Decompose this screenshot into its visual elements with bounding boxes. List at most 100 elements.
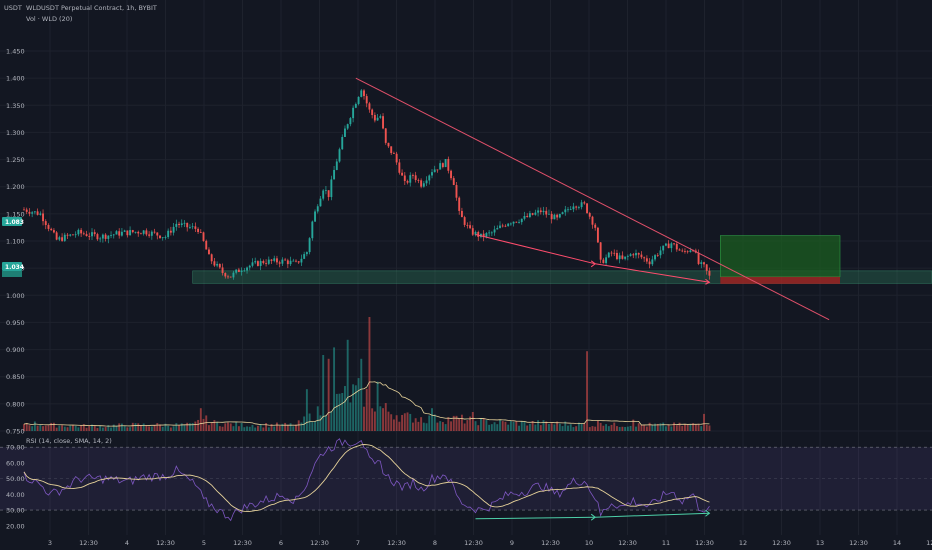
volume-bar [28,425,31,431]
volume-bar [344,386,346,431]
candle-body [183,222,186,224]
volume-bar [477,425,480,431]
time-tick-label: 9 [510,539,514,547]
volume-bar [363,406,365,431]
time-tick-label: 12:30 [695,539,714,547]
candle-body [357,96,360,104]
candle-body [333,169,336,180]
volume-bar [629,425,632,431]
volume-bar [542,420,545,431]
volume-bar [61,425,64,431]
volume-bar [31,426,34,431]
volume-bar [708,425,711,431]
volume-bar [700,426,703,431]
candle-body [150,231,153,236]
candle-body [205,240,208,250]
candle-body [129,230,132,236]
candle-body [262,260,265,264]
volume-bar [480,418,482,431]
volume-bar [246,426,248,431]
volume-bar [583,423,586,431]
candle-body [286,260,289,265]
candle-body [229,276,232,278]
volume-bar [673,422,676,431]
volume-bar [640,424,643,431]
candle-body [297,261,300,263]
volume-bar [379,406,382,431]
volume-bar [425,423,428,431]
volume-bar [153,425,156,431]
volume-bar [267,427,270,431]
volume-bar [441,422,444,431]
annotation-lines [355,77,830,321]
volume-bar [120,423,123,431]
volume-bar [349,402,352,431]
candle-body [591,216,594,225]
volume-bar [684,423,686,431]
candle-body [292,260,295,262]
volume-bar [199,408,202,431]
volume-bar [371,408,374,431]
candle-body [395,153,398,163]
candle-body [314,211,316,222]
volume-bar [335,393,338,431]
candle-body [175,223,178,227]
candle-body [526,215,529,218]
volume-bar [256,425,259,431]
candle-body [575,206,578,208]
candle-body [25,209,28,212]
volume-bar [308,413,311,431]
volume-bar [575,426,578,431]
rsi-ma-line [23,444,710,512]
candle-body [594,224,597,228]
volume-bar [262,427,265,431]
candle-body [140,233,142,235]
candle-body [346,124,349,129]
volume-bar [580,423,583,431]
candle-body [61,237,64,241]
candle-body [126,230,129,236]
candle-body [101,234,104,239]
volume-bar [605,424,608,431]
volume-ma-line [23,381,710,427]
price-tick-label: 0.800 [6,400,25,408]
candle-body [251,262,254,266]
candle-body [613,252,616,254]
candle-body [569,209,572,211]
candle-body [659,250,662,256]
candle-body [583,202,586,204]
candle-body [281,259,284,264]
volume-bar [254,427,257,431]
volume-bar [618,427,621,431]
candle-body [425,180,428,184]
volume-bar [178,425,180,431]
candle-body [697,252,700,264]
volume-bar [134,423,137,431]
time-tick-label: 12:30 [156,539,175,547]
rsi-tick-label: 30.00 [6,507,25,515]
volume-bar [561,426,564,431]
candle-body [700,262,703,264]
volume-bar [104,427,107,431]
volume-bar [52,422,55,431]
volume-bar [229,423,232,431]
volume-bar [284,422,287,431]
candle-body [85,234,88,236]
lower-low-arrow-2 [705,278,711,285]
volume-bar [390,414,393,431]
volume-bar [613,422,616,431]
candle-body [556,214,559,218]
volume-bar [82,424,85,431]
volume-bar [360,358,363,431]
volume-bar [569,424,572,431]
rsi-line [23,438,710,522]
volume-bar [567,425,569,431]
candle-body [123,230,126,232]
candle-body [607,252,610,258]
price-tick-label: 0.750 [6,428,25,436]
candle-body [379,116,382,118]
candle-body [469,225,472,229]
candle-body [295,260,297,262]
candle-body [218,264,221,268]
